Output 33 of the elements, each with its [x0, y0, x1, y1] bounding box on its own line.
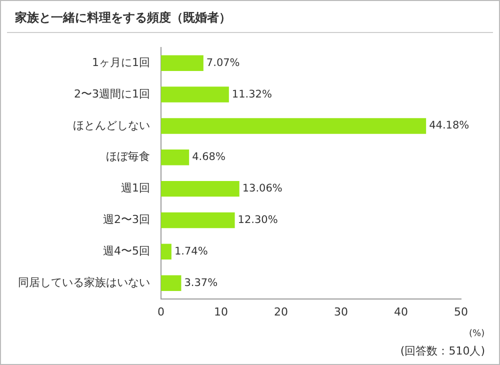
bar	[161, 275, 182, 291]
data-label: 7.07%	[206, 56, 240, 69]
y-tick-label: 同居している家族はいない	[18, 276, 150, 289]
x-tick-label: 20	[274, 305, 288, 318]
y-tick-label: 週2〜3回	[103, 213, 150, 226]
data-label: 3.37%	[184, 276, 218, 289]
y-tick-label: 1ヶ月に1回	[92, 56, 150, 69]
y-tick-label: 2〜3週間に1回	[74, 87, 150, 100]
data-label: 44.18%	[429, 120, 470, 132]
y-tick-label: 週1回	[121, 182, 150, 195]
data-label: 1.74%	[174, 245, 208, 258]
x-tick-label: 10	[214, 305, 228, 318]
data-label: 11.32%	[232, 88, 272, 100]
bar	[161, 244, 172, 260]
x-tick-label: 0	[158, 305, 164, 318]
bar	[161, 86, 229, 102]
bar	[161, 180, 240, 197]
text: (回答数：510人)	[400, 344, 485, 358]
data-label: 4.68%	[192, 151, 226, 164]
chart-title: 家族と一緒に料理をする頻度（既婚者）	[14, 10, 231, 24]
bar	[161, 118, 426, 134]
bar	[161, 150, 190, 166]
bar	[161, 212, 235, 228]
x-tick-label: 50	[454, 305, 468, 318]
y-tick-label: 週4〜5回	[103, 244, 150, 258]
x-axis-title: (%)	[469, 328, 485, 339]
y-tick-label: ほぼ毎食	[106, 150, 150, 164]
x-tick-label: 30	[334, 305, 348, 318]
data-label: 12.30%	[238, 214, 278, 226]
bar	[161, 55, 204, 71]
y-tick-label: ほとんどしない	[73, 118, 150, 132]
data-label: 13.06%	[242, 182, 282, 195]
x-tick-label: 40	[394, 305, 408, 318]
